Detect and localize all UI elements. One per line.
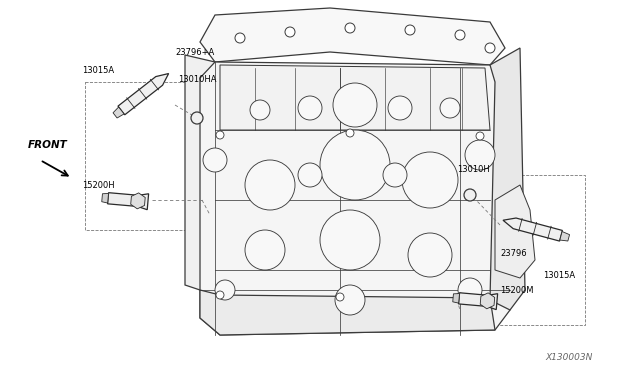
Circle shape [298,163,322,187]
Polygon shape [503,218,563,241]
Circle shape [383,163,407,187]
Polygon shape [108,193,148,210]
Text: 15200M: 15200M [500,286,534,295]
Polygon shape [200,62,510,335]
Text: 23796+A: 23796+A [175,48,214,57]
Polygon shape [490,48,525,310]
Polygon shape [459,293,498,310]
Polygon shape [495,185,535,278]
Text: 15200H: 15200H [82,181,115,190]
Circle shape [464,189,476,201]
Circle shape [465,140,495,170]
Circle shape [458,278,482,302]
Circle shape [245,230,285,270]
Circle shape [203,148,227,172]
Circle shape [320,130,390,200]
Polygon shape [131,193,145,209]
Circle shape [388,96,412,120]
Text: FRONT: FRONT [28,140,68,150]
Polygon shape [200,8,505,65]
Polygon shape [185,55,215,295]
Text: 13010H: 13010H [457,165,490,174]
Circle shape [216,291,224,299]
Circle shape [250,100,270,120]
Circle shape [298,96,322,120]
Text: 13015A: 13015A [543,271,575,280]
Circle shape [405,25,415,35]
Circle shape [216,131,224,139]
Circle shape [335,285,365,315]
Circle shape [345,23,355,33]
Text: 23796: 23796 [500,249,527,258]
Circle shape [476,132,484,140]
Polygon shape [200,290,495,335]
Circle shape [215,280,235,300]
Circle shape [245,160,295,210]
Polygon shape [102,193,109,203]
Polygon shape [560,231,570,241]
Polygon shape [113,107,124,118]
Polygon shape [220,65,490,130]
Polygon shape [452,294,460,303]
Polygon shape [480,293,495,309]
Circle shape [456,293,464,301]
Text: 13010HA: 13010HA [178,75,216,84]
Circle shape [320,210,380,270]
Circle shape [285,27,295,37]
Circle shape [455,30,465,40]
Polygon shape [118,74,169,115]
Circle shape [346,129,354,137]
Circle shape [402,152,458,208]
Circle shape [333,83,377,127]
Circle shape [485,43,495,53]
Circle shape [486,296,494,304]
Circle shape [235,33,245,43]
Text: X130003N: X130003N [545,353,593,362]
Circle shape [408,233,452,277]
Circle shape [336,293,344,301]
Circle shape [440,98,460,118]
Text: 13015A: 13015A [82,66,114,75]
Circle shape [191,112,203,124]
